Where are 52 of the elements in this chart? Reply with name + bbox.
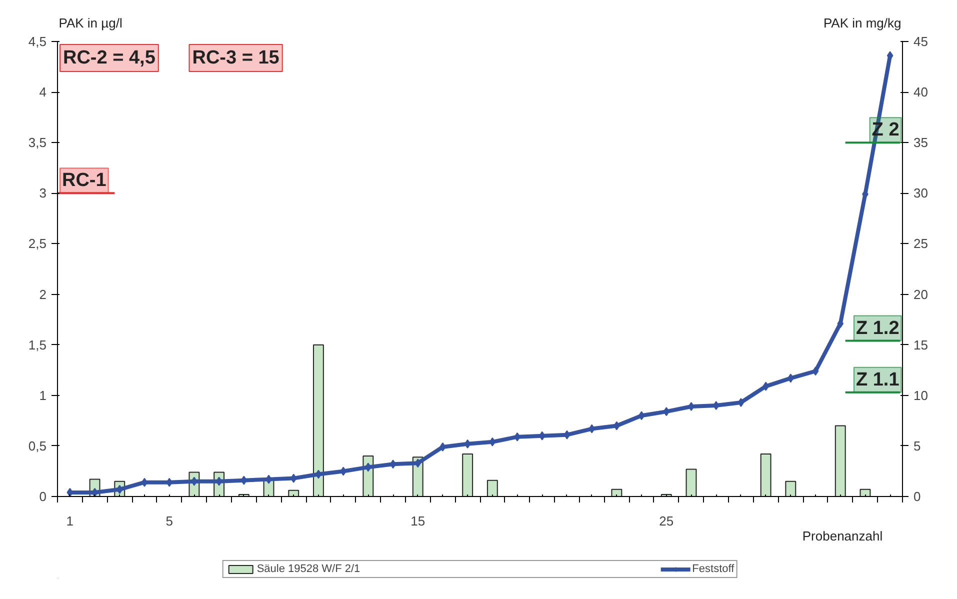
x-tick-label: 5 <box>166 514 173 528</box>
y-tick-label: 1 <box>39 388 47 403</box>
y-tick-label: 3,5 <box>28 135 47 150</box>
y2-axis-title: PAK in mg/kg <box>823 16 902 31</box>
x-axis-title: Probenanzahl <box>802 528 883 544</box>
point <box>738 398 744 407</box>
bar <box>834 425 846 496</box>
y-tick-label: 0,5 <box>28 438 47 454</box>
y2-tick-label: 20 <box>914 286 928 302</box>
point <box>414 458 422 468</box>
y2-tick-label: 5 <box>914 438 921 454</box>
y2-tick-label: 30 <box>914 186 928 201</box>
point <box>364 462 372 472</box>
bar <box>312 344 324 496</box>
point <box>464 439 471 448</box>
bar <box>486 480 498 496</box>
point <box>812 366 819 376</box>
point <box>787 374 794 383</box>
bar <box>686 468 697 496</box>
y-tick-label: 4,5 <box>28 34 47 49</box>
legend-label: Säule 19528 W/F 2/1 <box>256 563 360 575</box>
ref-line-label: Z 1.2 <box>856 318 900 339</box>
y-tick-label: 2,5 <box>28 236 47 252</box>
annotation: RC-2 = 4,5 <box>62 48 156 68</box>
legend-label: Feststoff <box>692 563 734 575</box>
bar <box>760 454 772 496</box>
y-tick-label: 2 <box>39 286 47 302</box>
y2-tick-label: 40 <box>914 84 928 100</box>
y2-tick-label: 25 <box>914 236 928 252</box>
y-tick-label: 1,5 <box>28 337 47 352</box>
bar <box>785 480 796 496</box>
x-tick-label: 1 <box>66 514 74 528</box>
point <box>663 407 670 416</box>
x-tick-label: 15 <box>410 514 426 528</box>
ref-line-label: Z 1.1 <box>856 369 900 390</box>
point <box>638 411 645 420</box>
ref-line-label: RC-1 <box>62 170 107 192</box>
y-axis-title: PAK in µg/l <box>58 16 122 31</box>
y-tick-label: 0 <box>39 489 47 504</box>
y2-tick-label: 35 <box>914 135 928 150</box>
y2-tick-label: 10 <box>914 388 928 403</box>
y2-tick-label: 0 <box>914 489 921 504</box>
bar <box>611 488 622 496</box>
bar <box>462 454 474 496</box>
y-tick-label: 3 <box>39 186 47 201</box>
y2-tick-label: 45 <box>914 34 928 49</box>
point <box>92 488 98 496</box>
bar <box>288 490 300 496</box>
annotation: RC-3 = 15 <box>192 48 280 68</box>
y-tick-label: 4 <box>39 84 47 100</box>
y2-tick-label: 15 <box>914 337 928 352</box>
x-tick-label: 25 <box>659 514 674 528</box>
